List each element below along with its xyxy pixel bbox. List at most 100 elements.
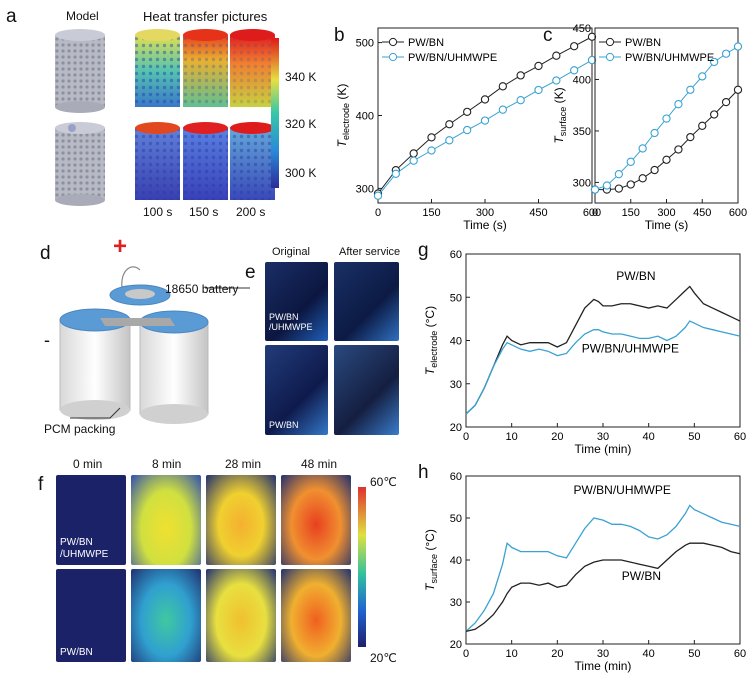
x-axis-label: Time (min) [575, 442, 632, 456]
thermal-48min-uhmwpe [281, 475, 351, 565]
y-tick-label: 40 [450, 555, 462, 567]
photo-e-original-uhmwpe [265, 262, 328, 341]
data-point [733, 42, 743, 51]
data-point [409, 149, 418, 158]
panel-e-letter: e [245, 262, 256, 283]
y-tick-label: 300 [356, 183, 374, 195]
col-label-48min: 48 min [301, 457, 338, 471]
battery-label: 18650 battery [165, 282, 239, 296]
data-point [614, 184, 623, 193]
panel-h-letter: h [418, 462, 429, 483]
legend-label: PW/BN/UHMWPE [408, 52, 497, 64]
x-tick-label: 60 [734, 648, 746, 660]
data-point [686, 132, 695, 142]
data-point [516, 71, 525, 80]
legend-marker [388, 37, 398, 47]
x-axis-label: Time (s) [645, 218, 689, 232]
panel-d-letter: d [40, 243, 51, 264]
panel-f-letter: f [38, 474, 44, 495]
photo-e-original-pwbn [265, 345, 328, 435]
data-point [590, 185, 600, 194]
x-tick-label: 0 [463, 431, 469, 443]
model-cylinder-bottom [55, 122, 105, 206]
heat-cylinder-top-100s [135, 29, 180, 107]
y-tick-label: 30 [450, 379, 462, 391]
data-point [534, 61, 543, 71]
heat-cylinder-bottom-100s [135, 122, 180, 200]
cylinder-back [109, 284, 171, 306]
data-point [409, 156, 418, 165]
data-point [650, 128, 659, 138]
series-annotation: PW/BN/UHMWPE [582, 342, 679, 356]
panel-b-letter: b [334, 25, 345, 46]
series-line-pw-bn [465, 285, 741, 415]
data-point [721, 97, 731, 107]
x-tick-label: 0 [592, 207, 598, 219]
panel-c-letter: c [543, 25, 553, 46]
row-label-f-pwbn: PW/BN [60, 647, 93, 658]
y-tick-label: 60 [450, 249, 462, 261]
data-point [587, 32, 597, 41]
x-tick-label: 600 [729, 207, 747, 219]
chart-h: 0 10 20 30 40 50 60 20 30 40 50 60 Time (min) Tsurfac… [423, 471, 746, 673]
col-label-28min: 28 min [225, 457, 262, 471]
thermal-28min-uhmwpe [206, 475, 276, 565]
data-point [463, 107, 472, 117]
y-tick-label: 20 [450, 422, 462, 434]
data-point [733, 85, 743, 94]
x-tick-label: 150 [422, 207, 440, 219]
data-point [427, 146, 436, 155]
y-tick-label: 50 [450, 513, 462, 525]
x-tick-label: 30 [597, 431, 609, 443]
cylinder-left [59, 308, 131, 420]
panel-f-colorbar [358, 487, 366, 647]
y-tick-label: 50 [450, 292, 462, 304]
thermal-8min-uhmwpe [131, 475, 201, 565]
photo-e-after-uhmwpe [334, 262, 399, 341]
data-point [480, 116, 490, 125]
data-point [445, 120, 454, 129]
model-label: Model [66, 9, 99, 23]
data-point [674, 145, 683, 154]
data-point [721, 49, 731, 58]
panel-g-letter: g [418, 240, 429, 261]
chart-g-frame [465, 253, 741, 428]
data-point [662, 114, 671, 123]
data-point [498, 82, 507, 91]
data-point [626, 157, 635, 166]
col-label-0min: 0 min [73, 457, 103, 471]
y-tick-label: 500 [356, 38, 374, 50]
x-tick-label: 0 [463, 648, 469, 660]
panel-a-colorbar [271, 38, 279, 188]
data-point [650, 165, 659, 175]
data-point [516, 96, 525, 105]
y-axis-label: Telectrode (°C) [423, 306, 439, 375]
legend-marker [605, 52, 615, 62]
legend-marker [388, 52, 398, 62]
heat-cylinder-bottom-150s [183, 122, 228, 200]
colorbar-a-tick-300: 300 K [285, 166, 317, 180]
data-point [391, 169, 400, 178]
thermal-0min-uhmwpe [56, 475, 126, 565]
series-line-pw-bn [465, 542, 741, 633]
pcm-packing-label: PCM packing [44, 422, 116, 436]
data-point [710, 110, 719, 119]
data-point [552, 51, 561, 60]
x-tick-label: 30 [597, 648, 609, 660]
col-label-original: Original [272, 246, 310, 258]
legend-label: PW/BN/UHMWPE [625, 52, 714, 64]
chart-g: 0 10 20 30 40 50 60 20 30 40 50 60 Time (min) Telectr… [423, 249, 746, 456]
series-annotation: PW/BN [622, 569, 661, 583]
x-tick-label: 300 [476, 207, 494, 219]
x-tick-label: 150 [622, 207, 640, 219]
y-tick-label: 400 [356, 111, 374, 123]
colorbar-f-bottom: 20℃ [370, 651, 397, 665]
x-axis-label: Time (s) [463, 218, 507, 232]
col-label-8min: 8 min [152, 457, 182, 471]
y-tick-label: 30 [450, 597, 462, 609]
row-label-e-uhmwpe: PW/BN /UHMWPE [269, 312, 313, 332]
y-tick-label: 400 [573, 74, 591, 86]
colorbar-a-tick-320: 320 K [285, 117, 317, 131]
data-point [373, 191, 383, 200]
panel-a-figure [55, 29, 279, 206]
